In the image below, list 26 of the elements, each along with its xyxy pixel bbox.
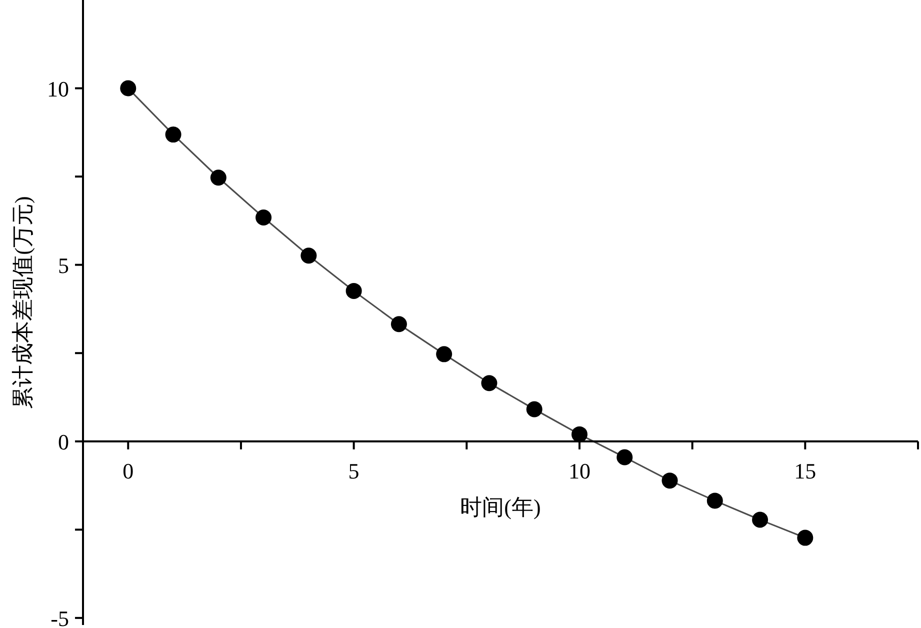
x-tick-label: 5 [348,458,360,484]
y-tick-label: 10 [47,76,69,102]
point [390,316,407,332]
point [300,248,317,264]
x-tick-label: 10 [568,458,590,484]
y-tick-label: -5 [50,606,69,628]
x-tick-label: 0 [122,458,134,484]
point [526,401,542,418]
point [165,126,182,143]
point [436,346,452,362]
point [120,80,136,96]
point [346,282,362,299]
point [706,492,723,509]
point [210,170,226,186]
point [662,472,678,489]
point [571,426,588,442]
point [616,449,633,466]
y-tick-label: 5 [58,252,69,278]
point [797,530,814,546]
point [752,512,768,528]
x-tick-label: 15 [794,458,816,484]
y-tick-label: 0 [58,429,69,454]
x-axis-title: 时间(年) [460,494,541,520]
point [256,210,272,226]
y-axis-title: 累计成本差现值(万元) [10,196,35,409]
point [481,375,498,392]
